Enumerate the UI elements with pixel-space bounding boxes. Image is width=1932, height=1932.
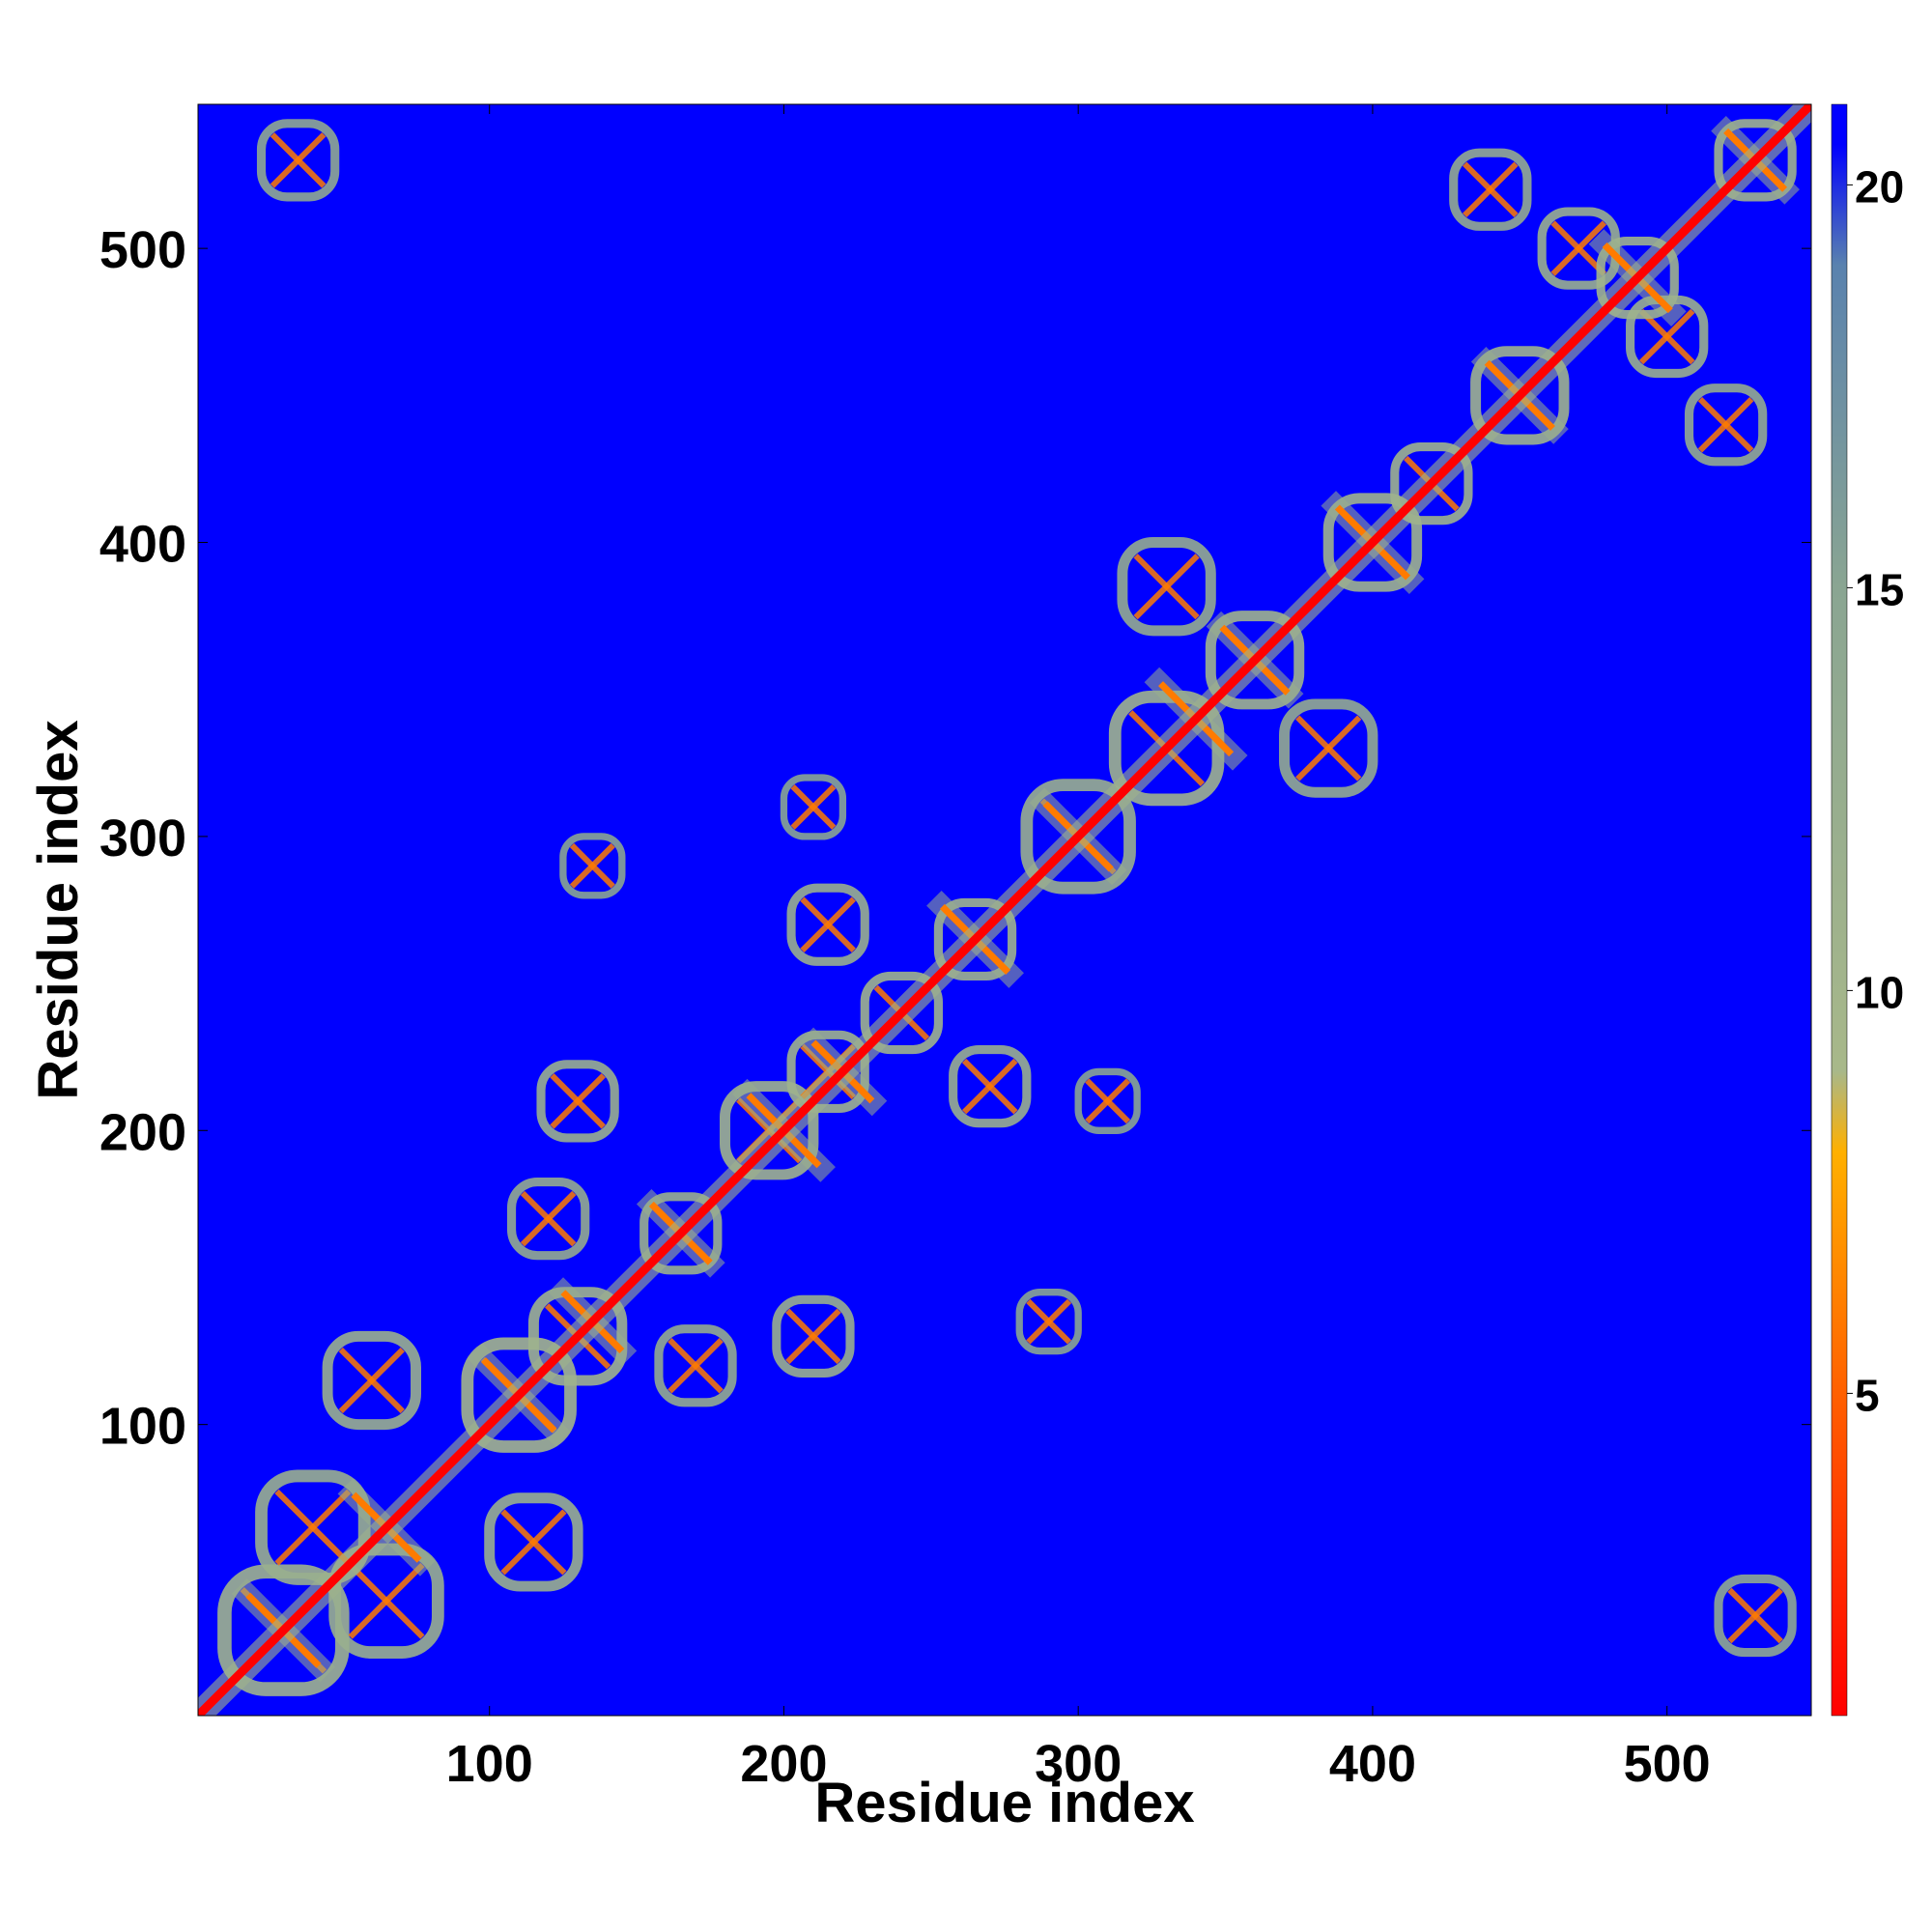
contact-block: [255, 1469, 371, 1585]
x-tick-label: 500: [1624, 1735, 1711, 1793]
y-axis-label: Residue index: [27, 720, 90, 1099]
contact-block: [536, 1060, 619, 1143]
contact-block: [949, 1045, 1032, 1128]
x-axis-ticks: 100 200 300 400 500: [446, 104, 1711, 1793]
y-tick-label: 400: [99, 516, 186, 574]
contact-block: [506, 1177, 590, 1261]
colorbar-tick-label: 20: [1855, 161, 1904, 212]
contact-block: [780, 774, 847, 840]
diagonal-band-inner: [198, 104, 1811, 1716]
y-axis-ticks: 100 200 300 400 500: [99, 221, 1811, 1456]
contact-block: [256, 119, 340, 202]
contact-block: [772, 1294, 855, 1378]
contact-block: [1117, 537, 1216, 637]
contact-block: [559, 833, 626, 899]
contact-block: [654, 1324, 737, 1407]
contact-block: [1074, 1067, 1141, 1134]
x-axis-label: Residue index: [814, 1772, 1194, 1834]
x-tick-label: 100: [446, 1735, 533, 1793]
colorbar: 5 10 15 20: [1831, 103, 1904, 1717]
contact-block: [322, 1330, 421, 1431]
contact-block: [1714, 1574, 1797, 1658]
contact-block: [786, 883, 869, 966]
contact-block: [1279, 698, 1378, 798]
contact-block: [1449, 148, 1532, 231]
colorbar-frame: [1831, 103, 1848, 1717]
contact-block: [1684, 384, 1768, 467]
contact-block: [1626, 295, 1709, 379]
colorbar-tick-label: 10: [1855, 967, 1904, 1017]
x-tick-label: 400: [1329, 1735, 1416, 1793]
x-tick-label: 300: [1035, 1735, 1122, 1793]
y-tick-label: 500: [99, 221, 186, 279]
y-tick-label: 200: [99, 1103, 186, 1161]
colorbar-tick-label: 15: [1855, 564, 1904, 614]
y-tick-label: 300: [99, 810, 186, 867]
colorbar-tick-label: 5: [1855, 1370, 1880, 1420]
contact-block: [484, 1492, 583, 1592]
colorbar-gradient: [1832, 104, 1847, 1716]
colorbar-ticks: 5 10 15 20: [1847, 161, 1904, 1420]
contact-block: [1015, 1289, 1082, 1355]
plot-frame: [197, 103, 1812, 1717]
heatmap-diagonal: [198, 104, 1811, 1716]
y-tick-label: 100: [99, 1398, 186, 1456]
contact-block: [328, 1543, 444, 1659]
x-tick-label: 200: [740, 1735, 827, 1793]
